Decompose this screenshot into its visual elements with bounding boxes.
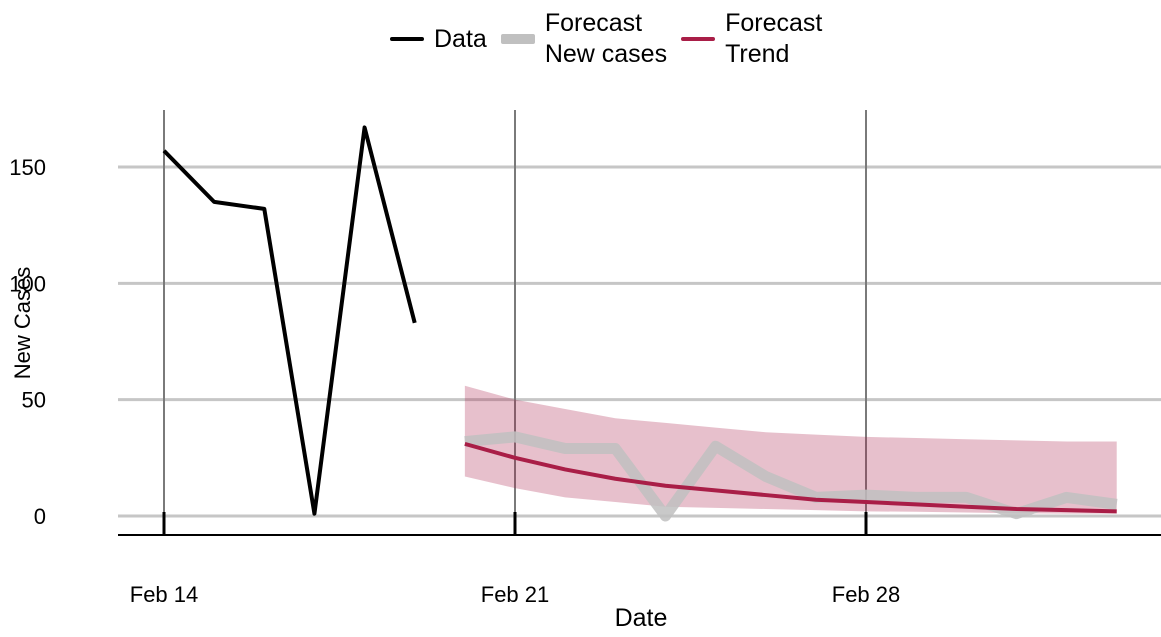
y-axis-label: New Cases	[10, 267, 35, 379]
x-tick-label: Feb 28	[832, 582, 901, 607]
grid	[118, 110, 1161, 535]
x-axis-label: Date	[615, 604, 668, 632]
series-forecast-trend-line	[464, 441, 1117, 514]
y-tick-label: 0	[34, 504, 46, 529]
x-tick-label: Feb 14	[130, 582, 199, 607]
series-lines	[162, 125, 1118, 522]
y-tick-label: 150	[9, 155, 46, 180]
y-tick-label: 50	[22, 388, 46, 413]
legend-label-forecast-new-cases: Forecast New cases	[544, 9, 668, 68]
legend-swatch-forecast-trend	[681, 37, 716, 41]
legend-item-forecast-trend: Forecast Trend	[681, 8, 822, 70]
legend-label-data: Data	[434, 24, 487, 53]
legend-label-forecast-trend: Forecast Trend	[725, 9, 823, 68]
legend-swatch-data	[390, 37, 424, 41]
legend-item-data: Data	[390, 24, 487, 55]
legend: Data Forecast New cases Forecast Trend	[390, 8, 822, 70]
series-data-line	[162, 125, 417, 516]
axes: 0 50 100 150 Feb 14 Feb 21 Feb 28	[9, 155, 1161, 607]
series-forecast-new-cases-line	[464, 431, 1118, 522]
y-tick-label: 100	[9, 271, 46, 296]
x-tick-label: Feb 21	[481, 582, 550, 607]
legend-item-forecast-new-cases: Forecast New cases	[500, 8, 668, 70]
legend-swatch-forecast-new-cases	[500, 34, 535, 44]
